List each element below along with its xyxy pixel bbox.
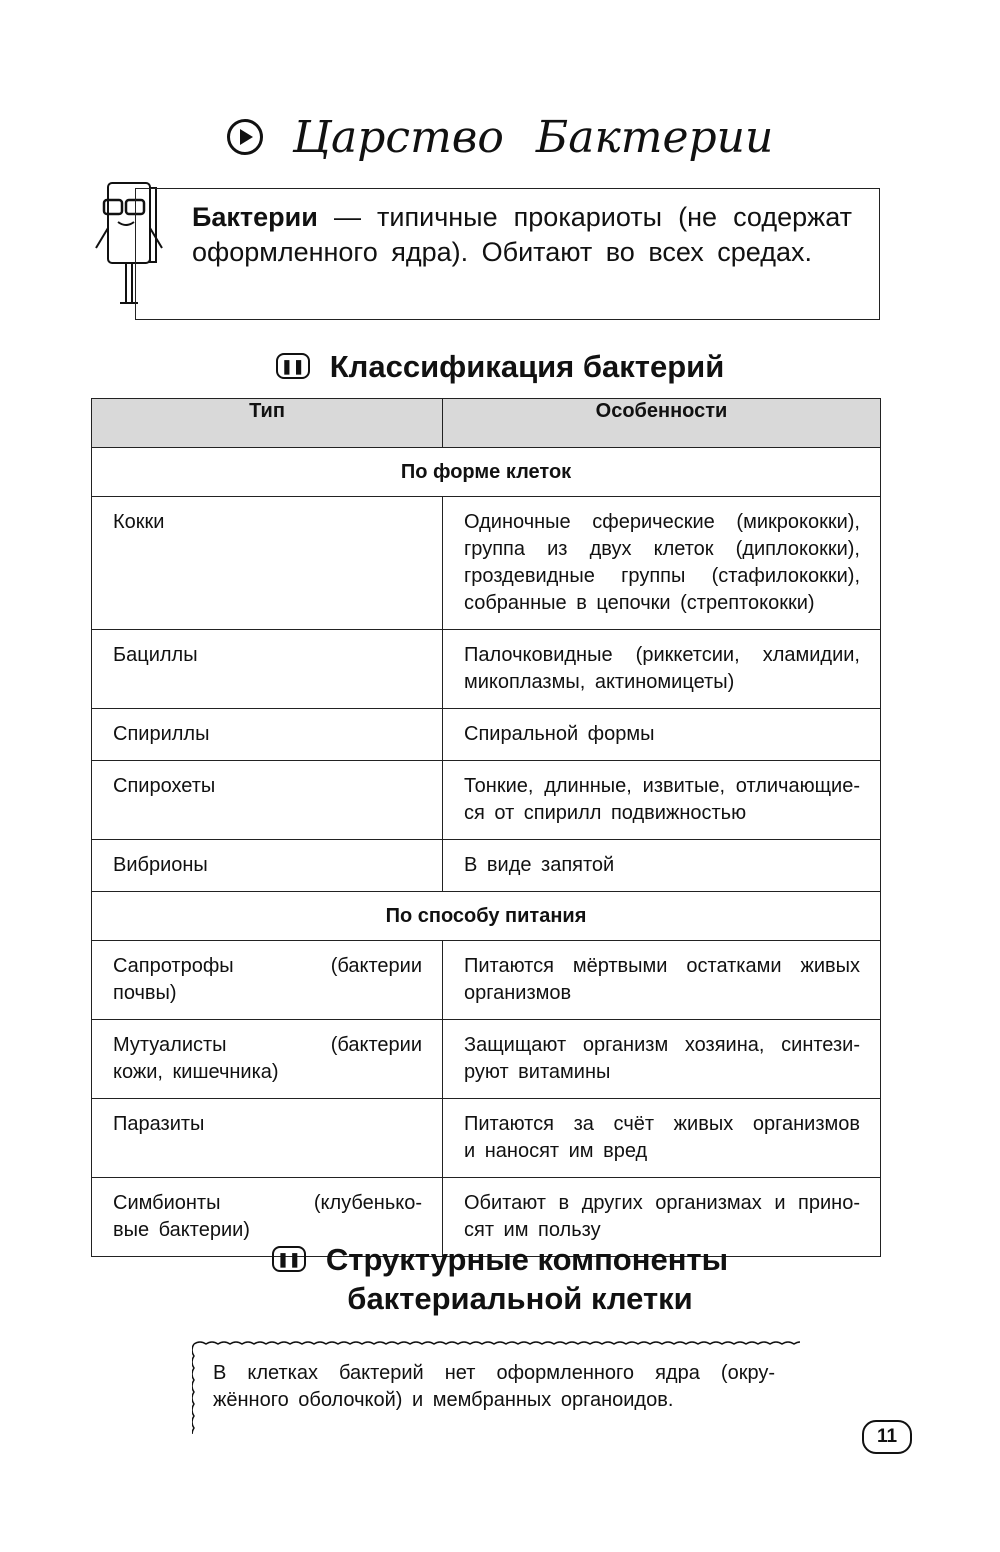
type-cell: Кокки: [91, 496, 443, 630]
table-row: Симбионты (клубенько-вые бактерии) Обитаю…: [91, 1177, 881, 1257]
cell-line: Обитают в других организмах и прино-: [464, 1192, 860, 1214]
page-number: 11: [862, 1420, 912, 1454]
table-row: Мутуалисты (бактерии кожи, кишечника) Защи…: [91, 1019, 881, 1099]
type-cell: Вибрионы: [91, 839, 443, 892]
type-cell: Спирохеты: [91, 760, 443, 840]
table-row: Спириллы Спиральной формы: [91, 708, 881, 761]
cell-line: Одиночные сферические (микрококки),: [464, 511, 860, 533]
cell-line: Паразиты: [113, 1113, 205, 1135]
section-title-line2: бактериальной клетки: [347, 1281, 693, 1316]
cell-line: Спирохеты: [113, 775, 216, 797]
cell-line: Симбионты (клубенько-: [113, 1192, 422, 1214]
cell-line: микоплазмы, актиномицеты): [464, 671, 735, 693]
cell-line: собранные в цепочки (стрептококки): [464, 592, 815, 614]
table-row: Вибрионы В виде запятой: [91, 839, 881, 892]
section-title-line1: Структурные компоненты: [325, 1242, 729, 1277]
book-mascot-icon: [95, 182, 163, 304]
features-cell: Тонкие, длинные, извитые, отличающие-ся …: [442, 760, 881, 840]
page-title: Царство Бактерии: [0, 112, 1000, 163]
features-cell: В виде запятой: [442, 839, 881, 892]
table-section-row: По форме клеток: [91, 447, 881, 497]
classification-table: Тип Особенности По форме клеток Кокки Один…: [91, 398, 881, 1257]
cell-line: Палочковидные (риккетсии, хламидии,: [464, 644, 860, 666]
header-features: Особенности: [442, 398, 881, 448]
cell-line: почвы): [113, 982, 177, 1004]
section-heading-classification: ❚❚ Классификация бактерий: [0, 347, 1000, 386]
section-label: По форме клеток: [91, 447, 881, 497]
features-cell: Палочковидные (риккетсии, хламидии, микоп…: [442, 629, 881, 709]
cell-line: Спиральной формы: [464, 723, 655, 745]
type-cell: Симбионты (клубенько-вые бактерии): [91, 1177, 443, 1257]
features-cell: Питаются за счёт живых организмов и нанос…: [442, 1098, 881, 1178]
cell-line: гроздевидные группы (стафилококки),: [464, 565, 860, 587]
features-cell: Питаются мёртвыми остатками живых организ…: [442, 940, 881, 1020]
pause-icon: ❚❚: [271, 1245, 306, 1272]
definition-text: Бактерии — типичные прокариоты (не содер…: [192, 200, 852, 270]
cell-line: Спириллы: [113, 723, 210, 745]
cell-line: ся от спирилл подвижностью: [464, 802, 747, 824]
cell-line: Питаются мёртвыми остатками живых: [464, 955, 860, 977]
cell-line: сят им пользу: [464, 1219, 601, 1241]
cell-line: руют витамины: [464, 1061, 611, 1083]
type-cell: Мутуалисты (бактерии кожи, кишечника): [91, 1019, 443, 1099]
cell-line: Тонкие, длинные, извитые, отличающие-: [464, 775, 860, 797]
definition-body: — типичные прокариоты (не содержат оформ…: [192, 202, 852, 267]
note-text: В клетках бактерий нет оформленного ядра…: [213, 1360, 775, 1414]
type-cell: Паразиты: [91, 1098, 443, 1178]
table-row: Сапротрофы (бактерии почвы) Питаются мёртв…: [91, 940, 881, 1020]
cell-line: группа из двух клеток (диплококки),: [464, 538, 860, 560]
pause-icon: ❚❚: [275, 352, 310, 379]
features-cell: Одиночные сферические (микрококки), групп…: [442, 496, 881, 630]
cell-line: кожи, кишечника): [113, 1061, 279, 1083]
cell-line: организмов: [464, 982, 572, 1004]
type-cell: Бациллы: [91, 629, 443, 709]
table-row: Спирохеты Тонкие, длинные, извитые, отлич…: [91, 760, 881, 840]
header-type: Тип: [91, 398, 443, 448]
note-line: жённого оболочкой) и мембранных органоид…: [213, 1389, 674, 1411]
features-cell: Обитают в других организмах и прино-сят …: [442, 1177, 881, 1257]
cell-line: Вибрионы: [113, 854, 208, 876]
section-label: По способу питания: [91, 891, 881, 941]
note-line: В клетках бактерий нет оформленного ядра…: [213, 1362, 775, 1384]
cell-line: Защищают организм хозяина, синтези-: [464, 1034, 860, 1056]
cell-line: Бациллы: [113, 644, 198, 666]
cell-line: Мутуалисты (бактерии: [113, 1034, 422, 1056]
section-title: Классификация бактерий: [329, 349, 725, 384]
play-circle-icon: [226, 118, 263, 155]
cell-line: В виде запятой: [464, 854, 615, 876]
wavy-note-frame: [192, 1341, 800, 1434]
title-text: Царство Бактерии: [292, 112, 774, 163]
cell-line: Кокки: [113, 511, 165, 533]
type-cell: Сапротрофы (бактерии почвы): [91, 940, 443, 1020]
cell-line: Сапротрофы (бактерии: [113, 955, 422, 977]
cell-line: и наносят им вред: [464, 1140, 648, 1162]
table-section-row: По способу питания: [91, 891, 881, 941]
features-cell: Защищают организм хозяина, синтези-руют …: [442, 1019, 881, 1099]
section-heading-structure: ❚❚ Структурные компоненты бактериальной кл…: [0, 1240, 1000, 1318]
table-row: Паразиты Питаются за счёт живых организмо…: [91, 1098, 881, 1178]
cell-line: Питаются за счёт живых организмов: [464, 1113, 860, 1135]
table-row: Кокки Одиночные сферические (микрококки),…: [91, 496, 881, 630]
definition-term: Бактерии: [192, 202, 318, 232]
table-row: Бациллы Палочковидные (риккетсии, хламиди…: [91, 629, 881, 709]
cell-line: вые бактерии): [113, 1219, 250, 1241]
features-cell: Спиральной формы: [442, 708, 881, 761]
type-cell: Спириллы: [91, 708, 443, 761]
definition-box: [135, 188, 880, 320]
